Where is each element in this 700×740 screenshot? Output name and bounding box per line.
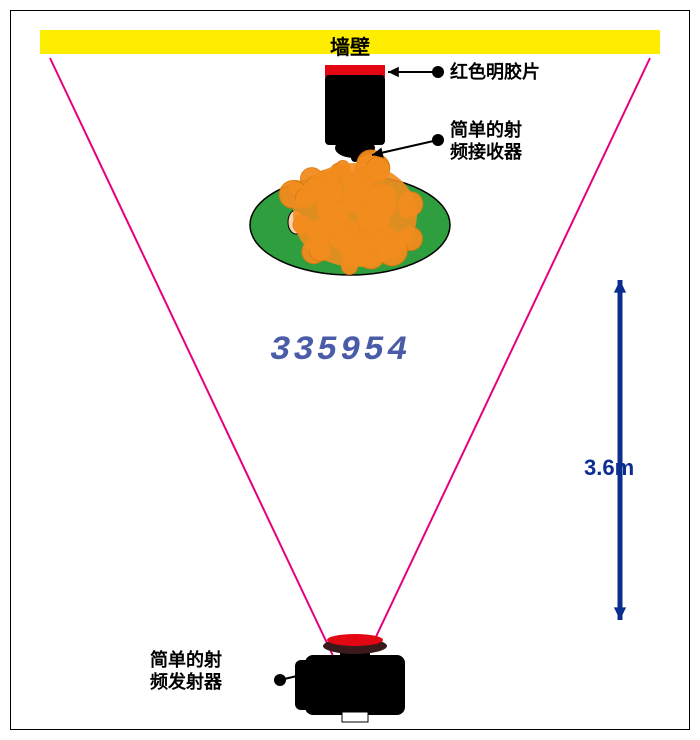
annotation-receiver-l2: 频接收器 xyxy=(450,142,522,162)
annotation-emitter-l1: 简单的射 xyxy=(150,650,222,670)
annotation-receiver-l1: 简单的射 xyxy=(450,120,522,140)
svg-layer xyxy=(0,0,700,740)
annotation-receiver: 简单的射 频接收器 xyxy=(450,120,522,163)
diagram-canvas: 墙壁 红色明胶片 简单的射 频接收器 简单的射 频发射器 3.6m 335954 xyxy=(0,0,700,740)
annotation-gel: 红色明胶片 xyxy=(450,62,540,84)
watermark-text: 335954 xyxy=(270,332,410,370)
annotation-emitter: 简单的射 频发射器 xyxy=(150,650,222,693)
dimension-label: 3.6m xyxy=(584,455,634,481)
annotation-emitter-l2: 频发射器 xyxy=(150,672,222,692)
